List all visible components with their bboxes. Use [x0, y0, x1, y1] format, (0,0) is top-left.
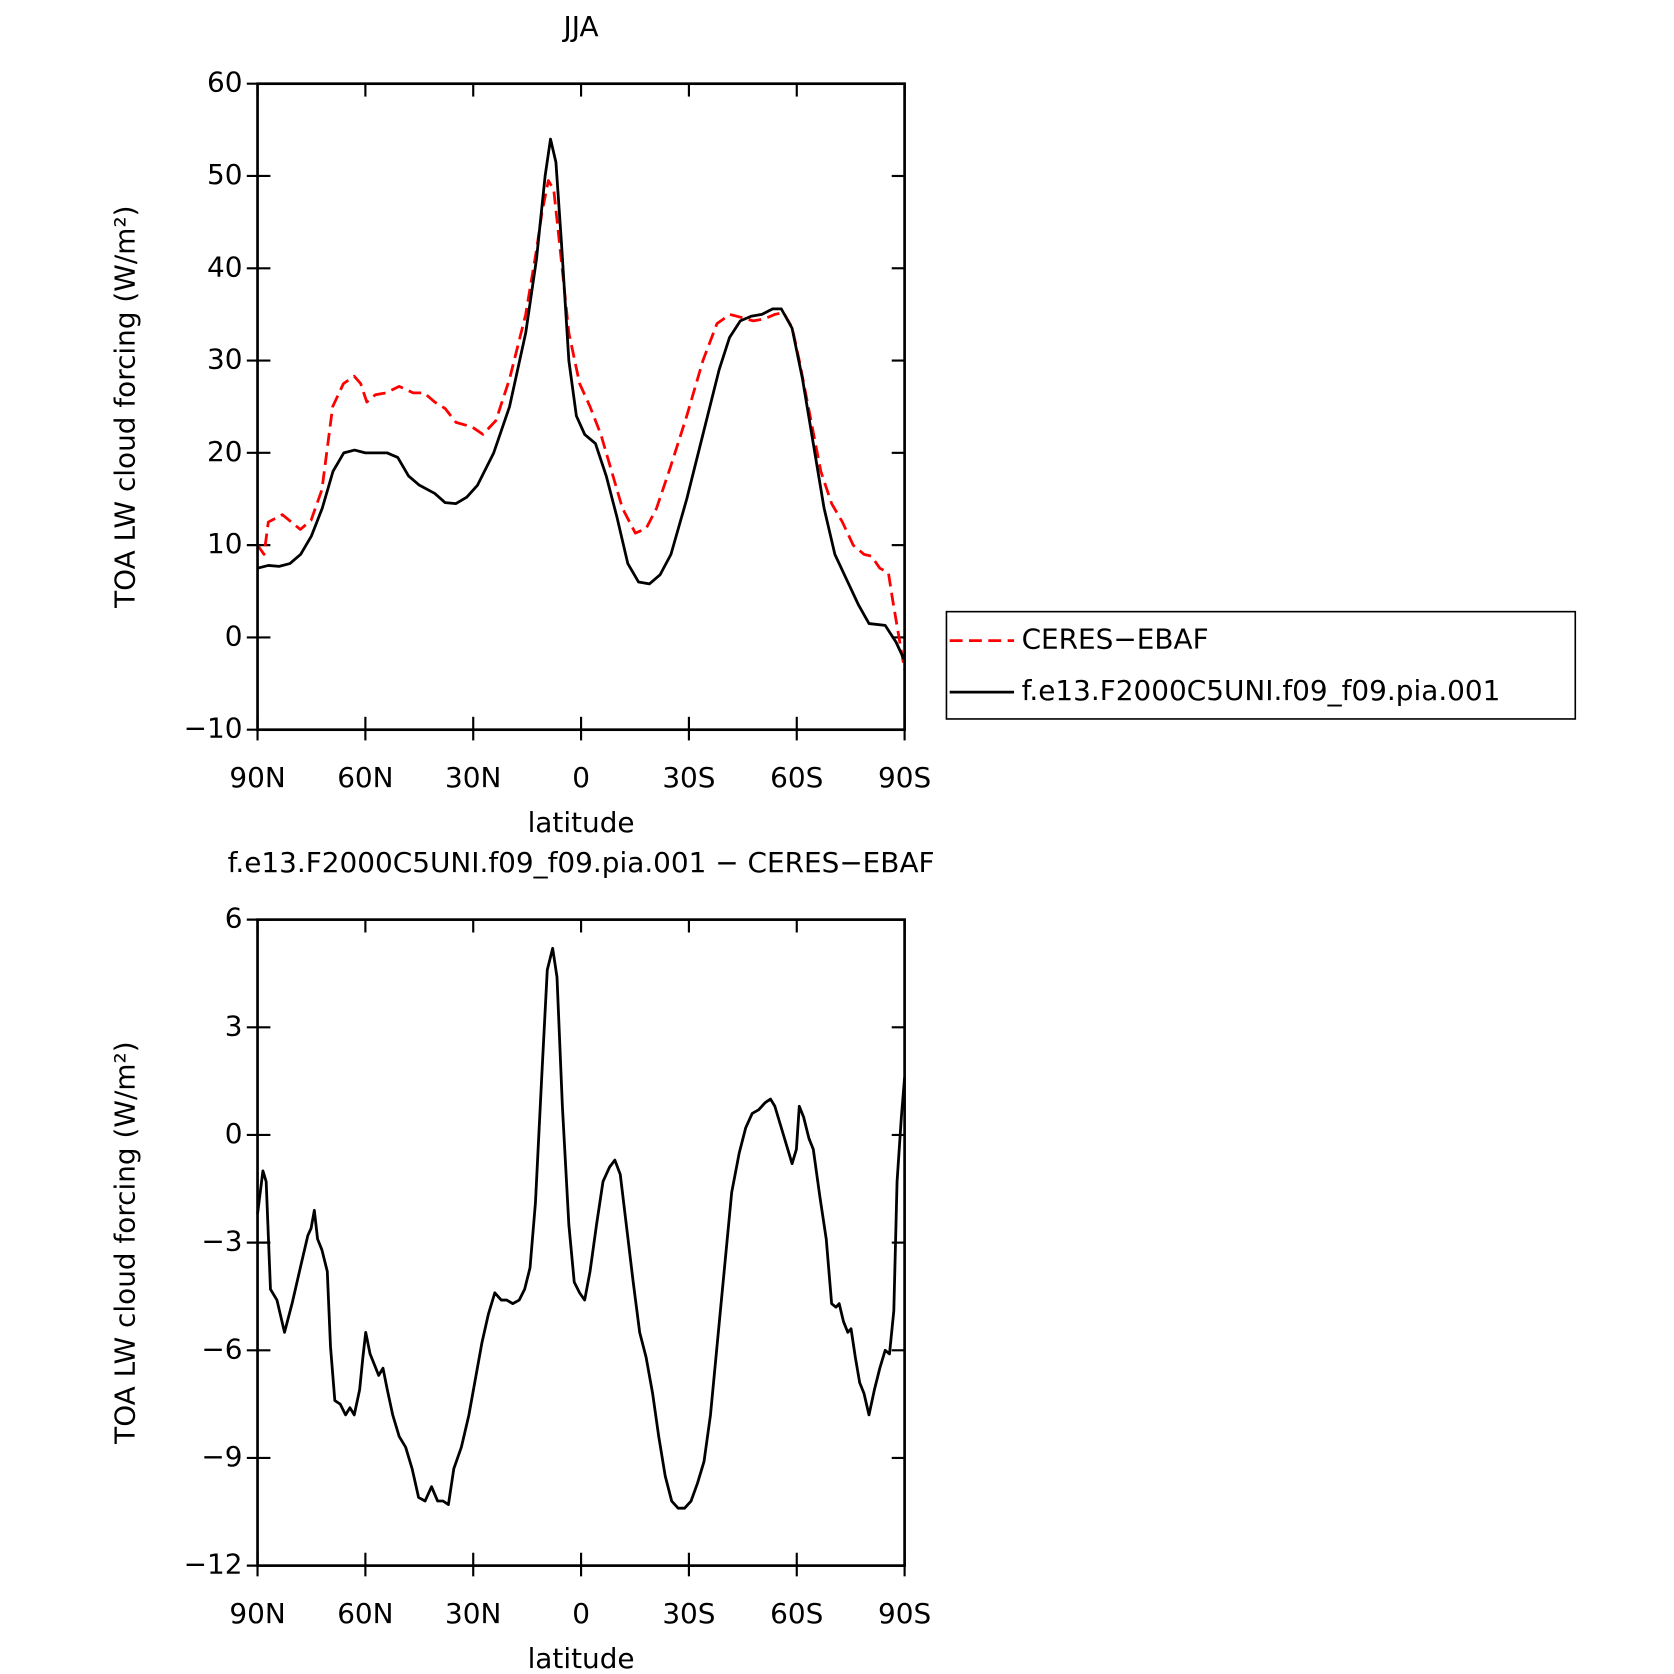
data-line [256, 946, 906, 1510]
x-tick-label: 90S [878, 1597, 931, 1630]
x-axis-label: latitude [528, 806, 635, 839]
y-tick-label: −3 [201, 1225, 242, 1258]
data-line [257, 137, 906, 662]
y-tick-label: −6 [201, 1332, 242, 1365]
x-tick-label: 30N [445, 761, 501, 794]
data-line [256, 179, 906, 670]
y-axis-label: TOA LW cloud forcing (W/m²) [109, 205, 142, 608]
y-tick-label: 6 [225, 902, 243, 935]
chart-title: f.e13.F2000C5UNI.f09_f09.pia.001 − CERES… [228, 846, 935, 879]
y-tick-label: 50 [207, 158, 243, 191]
y-tick-label: 30 [207, 343, 243, 376]
y-tick-label: −10 [184, 712, 243, 745]
y-tick-label: 0 [225, 619, 243, 652]
x-tick-label: 0 [572, 1597, 590, 1630]
x-tick-label: 60S [770, 1597, 823, 1630]
x-tick-label: 0 [572, 761, 590, 794]
y-axis-label: TOA LW cloud forcing (W/m²) [109, 1041, 142, 1444]
y-tick-label: 10 [207, 527, 243, 560]
y-tick-label: −9 [201, 1440, 242, 1473]
y-tick-label: 60 [207, 66, 243, 99]
y-tick-label: −12 [184, 1548, 243, 1581]
y-tick-label: 40 [207, 250, 243, 283]
y-tick-label: 20 [207, 435, 243, 468]
x-tick-label: 30N [445, 1597, 501, 1630]
x-tick-label: 90N [229, 761, 285, 794]
x-tick-label: 60N [337, 761, 393, 794]
x-tick-label: 30S [662, 1597, 715, 1630]
x-tick-label: 90N [229, 1597, 285, 1630]
plot-frame [256, 82, 906, 732]
x-tick-label: 60N [337, 1597, 393, 1630]
legend-label: CERES−EBAF [1022, 623, 1209, 656]
y-tick-label: 3 [225, 1009, 243, 1042]
plot-frame [256, 918, 906, 1567]
y-tick-label: 0 [225, 1117, 243, 1150]
chart-title: JJA [562, 10, 599, 43]
legend-box [945, 610, 1577, 720]
x-tick-label: 60S [770, 761, 823, 794]
x-tick-label: 90S [878, 761, 931, 794]
x-tick-label: 30S [662, 761, 715, 794]
x-axis-label: latitude [528, 1642, 635, 1674]
legend-label: f.e13.F2000C5UNI.f09_f09.pia.001 [1022, 674, 1501, 707]
